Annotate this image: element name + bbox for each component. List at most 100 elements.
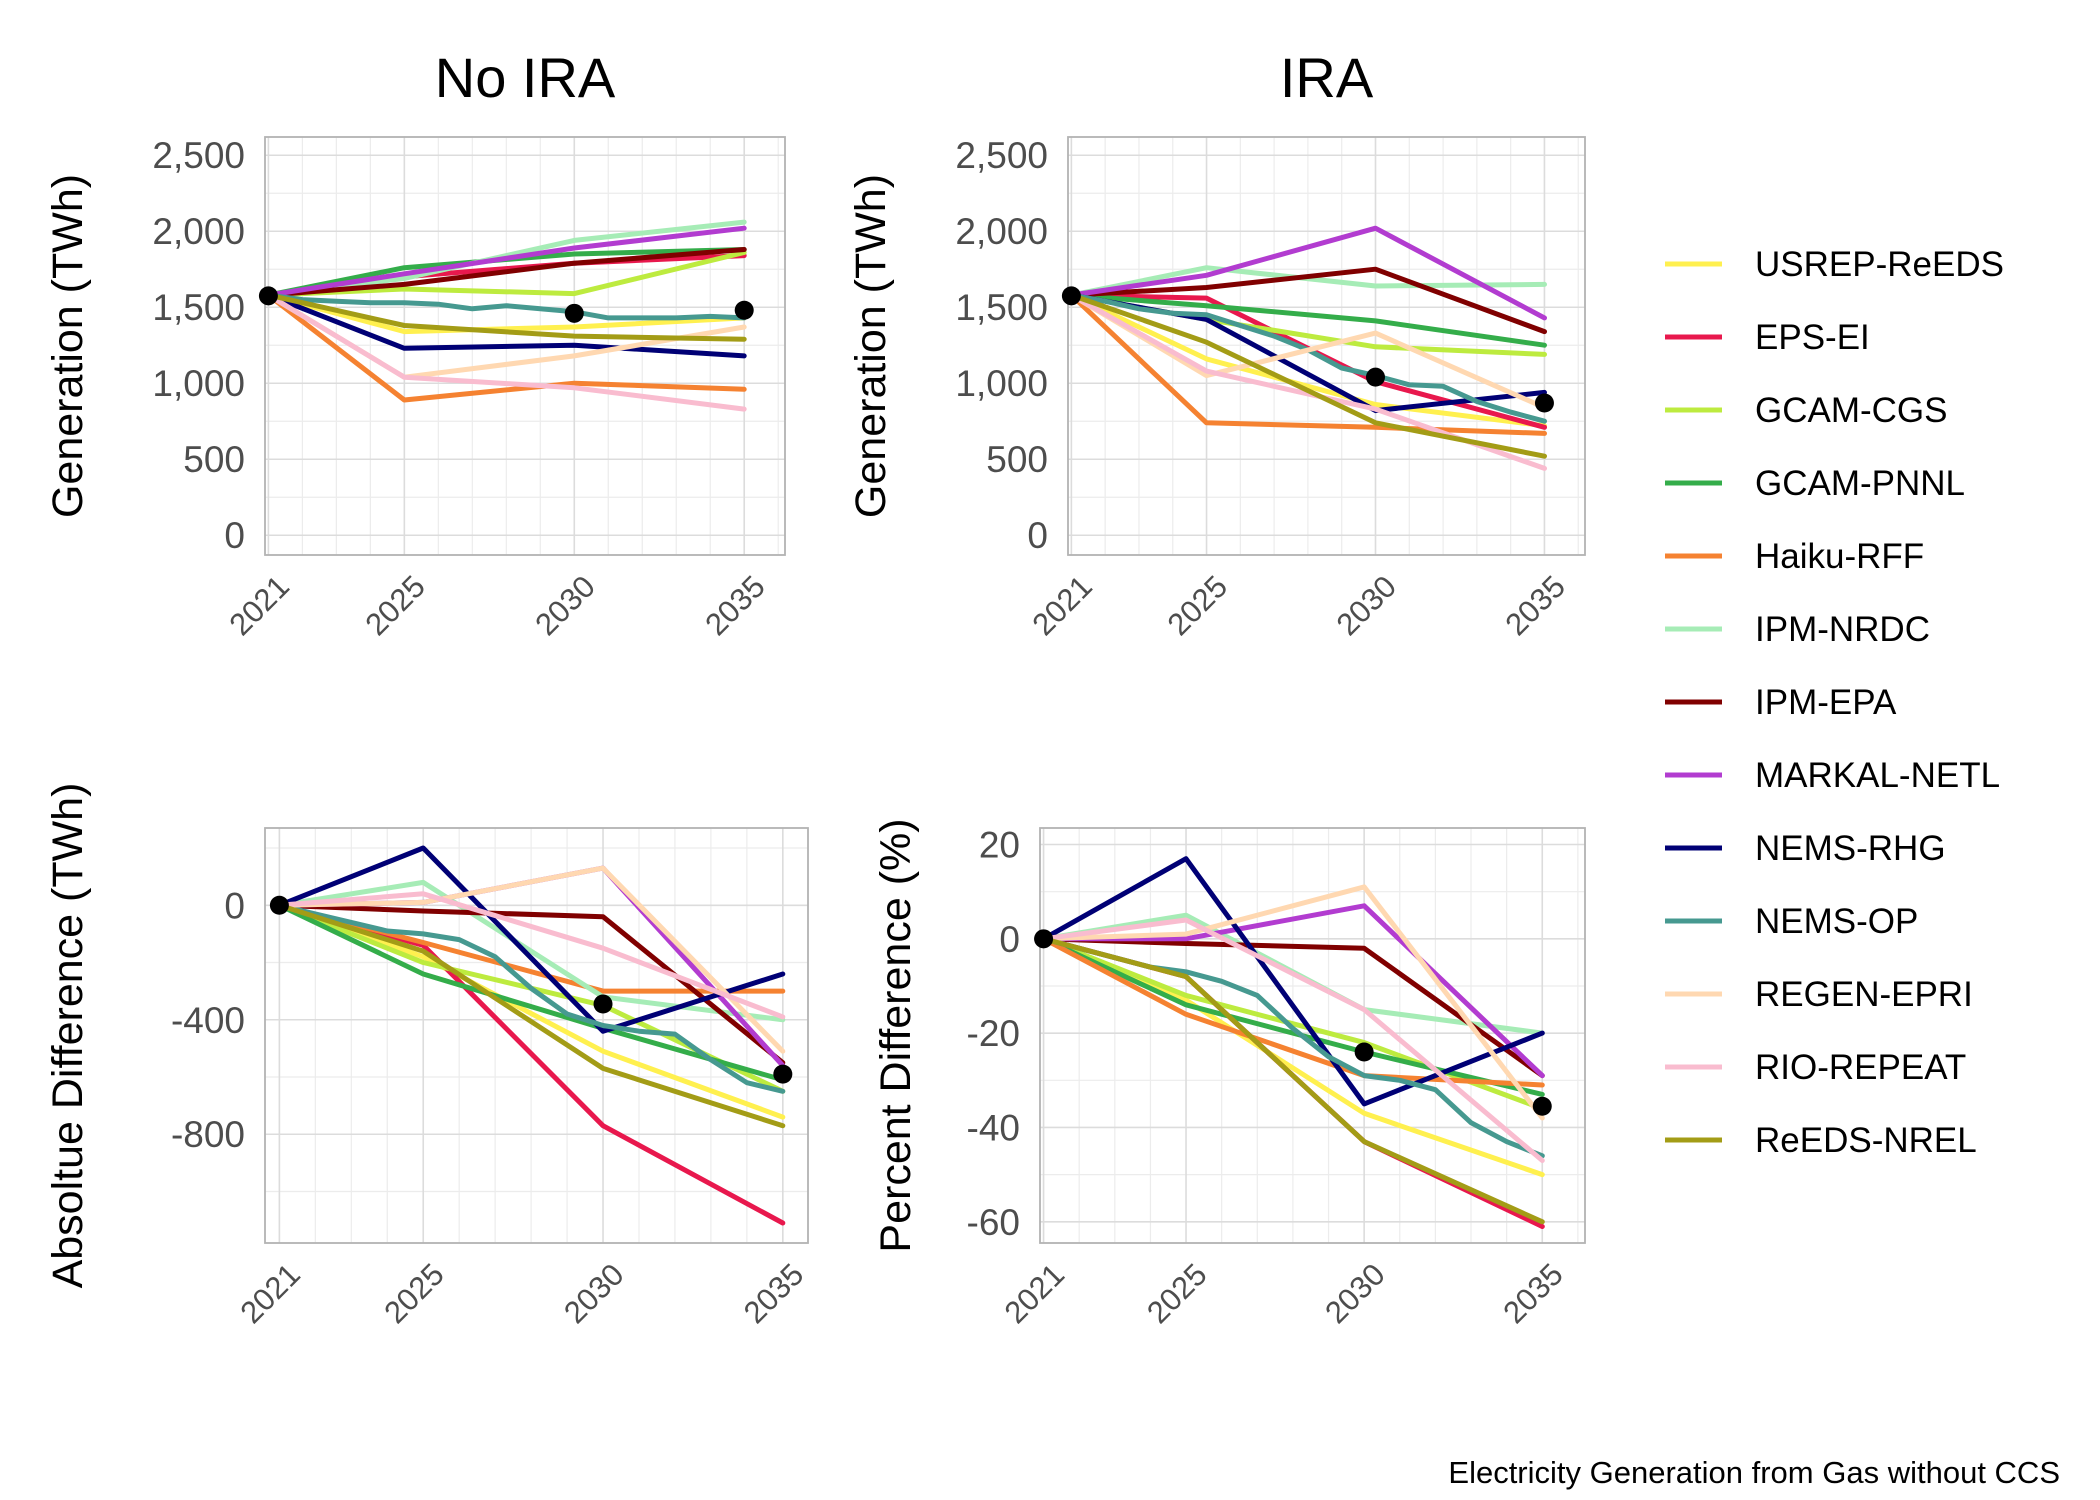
series-line-regen-epri — [1041, 884, 1545, 1121]
series-line-rio-repeat — [1041, 917, 1545, 1163]
legend-item-nems-rhg: NEMS-RHG — [1665, 829, 1946, 868]
reference-point — [593, 994, 613, 1014]
legend-item-nems-op: NEMS-OP — [1665, 902, 1918, 941]
legend-label: REGEN-EPRI — [1755, 975, 1973, 1014]
reference-point — [734, 300, 754, 320]
legend-item-rio-repeat: RIO-REPEAT — [1665, 1048, 1966, 1087]
legend-label: GCAM-PNNL — [1755, 464, 1965, 503]
legend-item-haiku-rff: Haiku-RFF — [1665, 537, 1924, 576]
reference-point — [269, 895, 289, 915]
panel-border — [1067, 136, 1586, 556]
series-line-nems-rhg — [1041, 856, 1545, 1107]
series-line-ipm-epa — [265, 247, 747, 298]
series-line-gcam-pnnl — [1041, 936, 1545, 1097]
series-line-haiku-rff — [1068, 292, 1547, 436]
reference-point — [773, 1064, 793, 1084]
reference-point — [1534, 393, 1554, 413]
x-tick-label: 2030 — [528, 569, 602, 643]
legend-item-gcam-cgs: GCAM-CGS — [1665, 391, 1948, 430]
y-axis-label: Generation (TWh) — [847, 174, 895, 518]
legend-item-regen-epri: REGEN-EPRI — [1665, 975, 1973, 1014]
y-tick-label: 500 — [986, 439, 1048, 480]
reference-point — [1354, 1042, 1374, 1062]
x-tick-label: 2021 — [233, 1257, 307, 1331]
y-axis-label: Generation (TWh) — [44, 174, 92, 518]
legend: USREP-ReEDS EPS-EI GCAM-CGS GCAM-PNNL Haiku-… — [1665, 245, 2004, 1160]
legend-item-ipm-nrdc: IPM-NRDC — [1665, 610, 1930, 649]
reference-point — [258, 286, 278, 306]
x-tick-label: 2035 — [737, 1257, 811, 1331]
x-tick-label: 2035 — [698, 569, 772, 643]
y-tick-label: 2,000 — [152, 211, 245, 252]
x-tick-label: 2025 — [377, 1257, 451, 1331]
series-line-ipm-epa — [1068, 266, 1547, 335]
series-line-haiku-rff — [265, 292, 747, 403]
y-axis-label: Absoltue Difference (TWh) — [44, 783, 92, 1289]
series-line-rio-repeat — [276, 891, 786, 1020]
legend-label: USREP-ReEDS — [1755, 245, 2004, 284]
y-tick-label: 0 — [1027, 515, 1048, 556]
panel-title: No IRA — [435, 46, 616, 109]
panel-absolute-difference: 0 -400 -800 2021 2025 2030 2035 Absoltue Differ… — [44, 783, 810, 1331]
series-line-nems-op — [276, 902, 786, 1094]
series-line-markal-netl — [265, 225, 747, 298]
series-line-reeds-nrel — [265, 292, 747, 342]
series-line-haiku-rff — [1041, 936, 1545, 1088]
y-tick-label: 2,500 — [152, 135, 245, 176]
series-line-ipm-epa — [276, 902, 786, 1066]
legend-label: NEMS-RHG — [1755, 829, 1946, 868]
legend-item-ipm-epa: IPM-EPA — [1665, 683, 1897, 722]
panel-ira: 0 500 1,000 1,500 2,000 2,500 2021 2025 2030 2035… — [847, 46, 1586, 643]
y-tick-label: 0 — [224, 515, 245, 556]
panel-percent-difference: 20 0 -20 -40 -60 2021 2025 2030 2035 Percent Diff… — [872, 818, 1586, 1331]
series-line-nems-op — [265, 292, 747, 321]
x-tick-label: 2035 — [1496, 1257, 1570, 1331]
legend-label: RIO-REPEAT — [1755, 1048, 1966, 1087]
series-line-nems-rhg — [265, 292, 747, 359]
y-tick-label: -20 — [967, 1013, 1020, 1054]
legend-label: EPS-EI — [1755, 318, 1870, 357]
series-line-regen-epri — [276, 865, 786, 1054]
y-tick-label: -60 — [967, 1202, 1020, 1243]
series-line-markal-netl — [1068, 225, 1547, 321]
legend-label: Haiku-RFF — [1755, 537, 1924, 576]
y-tick-label: 1,000 — [152, 363, 245, 404]
series-line-rio-repeat — [265, 292, 747, 412]
series-line-reeds-nrel — [276, 902, 786, 1129]
series-line-nems-rhg — [276, 845, 786, 1034]
reference-point — [564, 303, 584, 323]
x-tick-label: 2021 — [998, 1257, 1072, 1331]
legend-label: NEMS-OP — [1755, 902, 1918, 941]
legend-item-gcam-pnnl: GCAM-PNNL — [1665, 464, 1965, 503]
x-tick-label: 2025 — [1140, 1257, 1214, 1331]
x-tick-label: 2030 — [1318, 1257, 1392, 1331]
legend-label: ReEDS-NREL — [1755, 1121, 1977, 1160]
y-tick-label: 1,500 — [152, 287, 245, 328]
y-tick-label: 20 — [979, 825, 1020, 866]
y-tick-label: -400 — [171, 1000, 245, 1041]
y-tick-label: 0 — [224, 885, 245, 926]
series-line-usrep-reeds — [276, 902, 786, 1120]
y-tick-label: 0 — [999, 919, 1020, 960]
x-tick-label: 2021 — [1025, 569, 1099, 643]
reference-point — [1365, 367, 1385, 387]
reference-point — [1034, 929, 1054, 949]
legend-item-eps-ei: EPS-EI — [1665, 318, 1870, 357]
reference-point — [1061, 286, 1081, 306]
y-axis-label: Percent Difference (%) — [872, 818, 920, 1252]
panel-border — [1039, 827, 1586, 1244]
x-tick-label: 2030 — [1330, 569, 1404, 643]
x-tick-label: 2035 — [1499, 569, 1573, 643]
legend-label: GCAM-CGS — [1755, 391, 1948, 430]
y-tick-label: 1,500 — [955, 287, 1048, 328]
panel-no-ira: 0 500 1,000 1,500 2,000 2,500 2021 2025 2030 2035… — [44, 46, 786, 643]
x-tick-label: 2025 — [358, 569, 432, 643]
y-tick-label: 2,000 — [955, 211, 1048, 252]
figure-caption: Electricity Generation from Gas without … — [1448, 1455, 2060, 1490]
legend-item-markal-netl: MARKAL-NETL — [1665, 756, 2000, 795]
panel-border — [264, 827, 809, 1244]
y-tick-label: -800 — [171, 1114, 245, 1155]
reference-point — [1532, 1096, 1552, 1116]
y-tick-label: 500 — [183, 439, 245, 480]
